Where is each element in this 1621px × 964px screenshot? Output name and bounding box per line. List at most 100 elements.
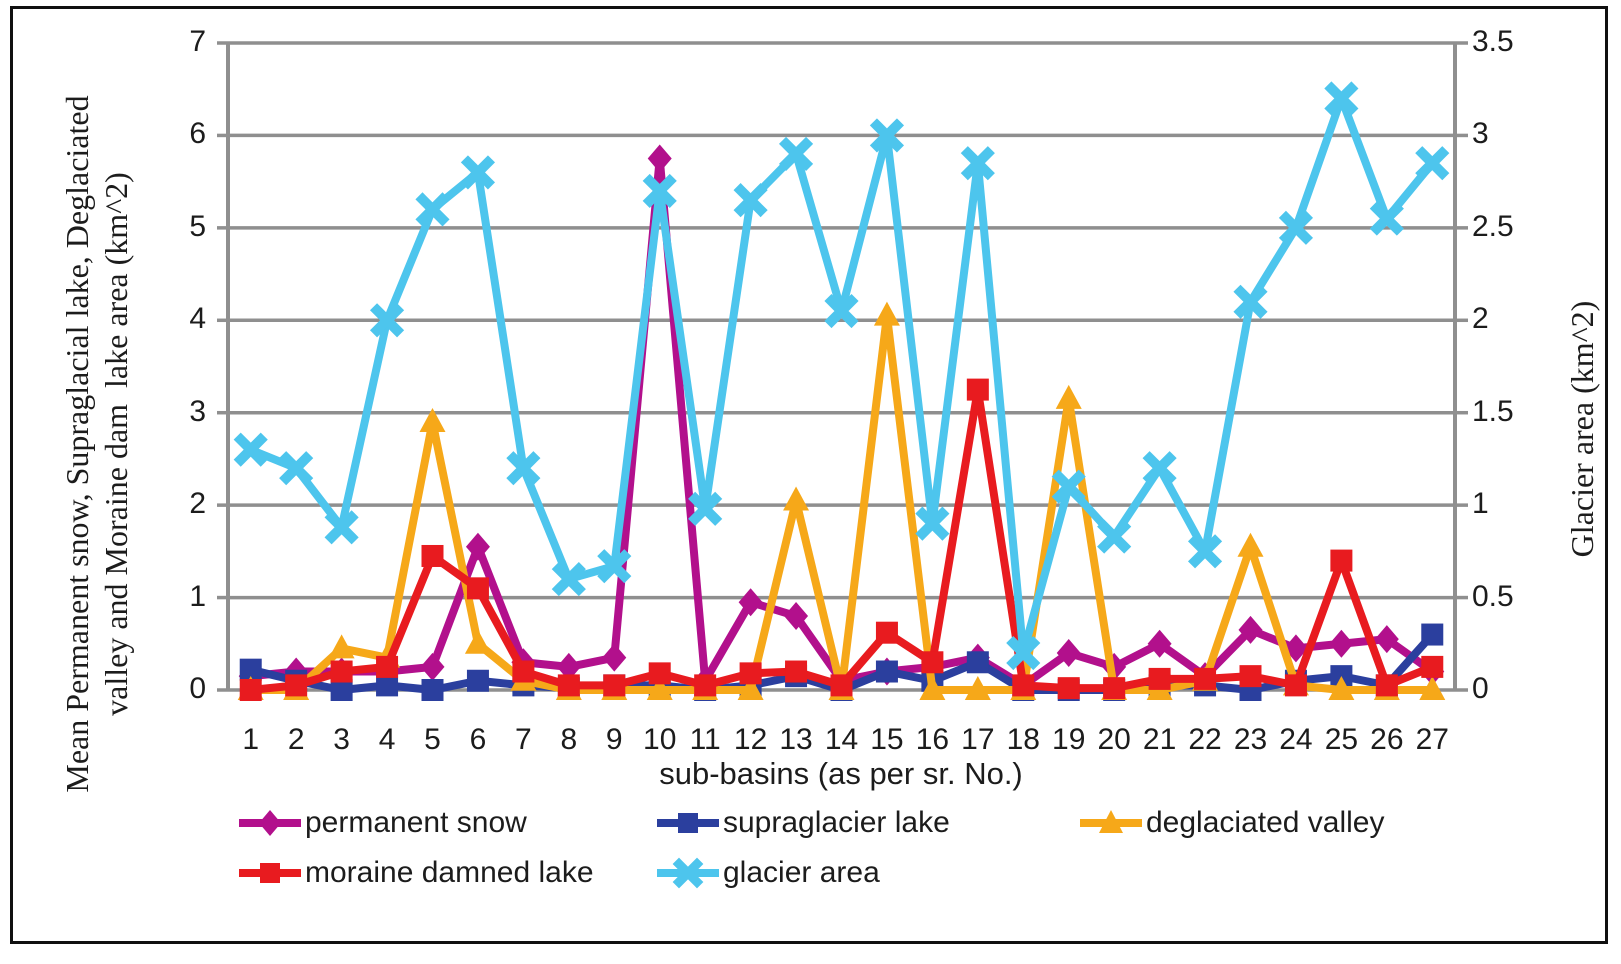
x-tick-1: 1: [242, 723, 260, 756]
x-marker-icon: [1233, 284, 1268, 319]
y-right-tick-1.5: 1.5: [1472, 394, 1514, 428]
x-marker-icon: [869, 118, 905, 153]
y-right-tick-1: 1: [1472, 487, 1489, 521]
diamond-marker-icon: [738, 588, 763, 617]
square-marker-icon: [966, 378, 989, 401]
x-marker-icon: [1415, 146, 1450, 181]
square-marker-icon: [648, 662, 671, 685]
diamond-marker-icon: [1374, 625, 1399, 654]
square-marker-icon: [330, 660, 353, 683]
triangle-marker-icon: [646, 676, 673, 700]
x-tick-16: 16: [915, 723, 950, 756]
x-tick-11: 11: [689, 723, 721, 756]
x-tick-7: 7: [515, 723, 532, 756]
square-marker-icon: [830, 674, 853, 697]
y-left-tick-4: 4: [189, 302, 206, 336]
square-marker-icon: [1148, 667, 1171, 690]
y-right-tick-0: 0: [1472, 672, 1489, 705]
x-tick-27: 27: [1415, 723, 1449, 756]
x-marker-icon: [642, 173, 677, 208]
triangle-marker-icon: [1419, 676, 1446, 700]
square-marker-icon: [466, 577, 489, 600]
legend-label: moraine damned lake: [305, 856, 594, 889]
square-marker-icon: [1421, 623, 1444, 646]
figure-border: [10, 6, 1608, 944]
triangle-marker-icon: [1328, 676, 1355, 700]
x-marker-icon: [960, 146, 995, 181]
square-marker-icon: [512, 660, 535, 683]
x-tick-9: 9: [605, 723, 623, 756]
diamond-marker-icon: [556, 652, 581, 681]
square-marker-icon: [1375, 674, 1398, 697]
square-marker-icon: [739, 662, 762, 685]
legend-item-glacier-area: glacier area: [655, 854, 880, 892]
x-marker-icon: [233, 432, 268, 467]
square-marker-icon: [694, 674, 717, 697]
diamond-marker-icon: [647, 144, 672, 173]
y-right-tick-2.5: 2.5: [1472, 209, 1514, 243]
square-marker-icon: [239, 658, 262, 681]
x-tick-12: 12: [733, 723, 768, 756]
diamond-marker-icon: [465, 532, 490, 561]
legend-label: deglaciated valley: [1146, 806, 1385, 839]
triangle-marker-icon: [419, 407, 446, 432]
y-right-axis-title: Glacier area (km^2): [1564, 300, 1600, 558]
y-right-tick-3: 3: [1472, 117, 1489, 151]
square-marker-icon: [1239, 665, 1262, 688]
legend-item-moraine-damned-lake: moraine damned lake: [237, 854, 594, 892]
x-marker-icon: [657, 857, 719, 889]
square-marker-icon: [285, 674, 308, 697]
y-left-tick-5: 5: [189, 209, 206, 243]
y-left-axis-title-line2: valley and Moraine dam lake area (km^2): [98, 172, 134, 716]
x-axis-title: sub-basins (as per sr. No.): [659, 756, 1023, 791]
square-marker-icon: [421, 544, 444, 567]
legend-item-permanent-snow: permanent snow: [237, 804, 527, 842]
triangle-marker-icon: [1055, 384, 1082, 409]
x-marker-icon: [597, 549, 632, 584]
x-tick-10: 10: [643, 723, 677, 756]
square-marker-icon: [239, 679, 262, 701]
x-tick-26: 26: [1370, 723, 1404, 756]
square-marker-icon: [1421, 655, 1444, 678]
x-marker-icon: [369, 303, 405, 338]
x-tick-23: 23: [1233, 723, 1268, 756]
y-right-tick-0.5: 0.5: [1472, 579, 1514, 613]
diamond-marker-icon: [1147, 629, 1172, 658]
diamond-marker-icon: [1329, 629, 1354, 658]
diamond-marker-icon: [239, 810, 301, 836]
square-marker-icon: [966, 651, 989, 674]
diamond-marker-icon: [602, 643, 627, 672]
x-tick-5: 5: [424, 723, 441, 756]
x-tick-18: 18: [1006, 723, 1040, 756]
x-marker-icon: [460, 155, 496, 190]
y-left-axis-title: Mean Permanent snow, Supraglacial lake, …: [58, 44, 136, 844]
x-marker-icon: [1278, 210, 1314, 245]
y-left-tick-3: 3: [189, 394, 206, 428]
x-marker-icon: [551, 562, 586, 597]
x-marker-icon: [778, 136, 814, 171]
square-marker-icon: [466, 669, 489, 692]
x-tick-2: 2: [287, 723, 305, 756]
triangle-marker-icon: [919, 676, 946, 700]
legend-label: glacier area: [723, 856, 880, 889]
x-marker-icon: [415, 192, 450, 227]
y-left-tick-0: 0: [189, 672, 206, 705]
legend-item-supraglacier-lake: supraglacier lake: [655, 804, 950, 842]
square-marker-icon: [657, 813, 719, 833]
x-marker-icon: [1097, 519, 1132, 554]
x-marker-icon: [1187, 534, 1223, 569]
legend-item-deglaciated-valley: deglaciated valley: [1078, 804, 1385, 842]
x-marker-icon: [915, 506, 950, 541]
square-marker-icon: [376, 674, 399, 697]
legend-label: supraglacier lake: [723, 806, 950, 839]
legend-label: permanent snow: [305, 806, 527, 839]
square-marker-icon: [603, 674, 626, 697]
diamond-marker-icon: [784, 602, 809, 631]
square-marker-icon: [376, 655, 399, 678]
triangle-marker-icon: [873, 301, 900, 326]
x-tick-4: 4: [378, 723, 396, 756]
x-tick-20: 20: [1097, 723, 1131, 756]
square-marker-icon: [330, 679, 353, 701]
x-marker-icon: [279, 451, 314, 486]
